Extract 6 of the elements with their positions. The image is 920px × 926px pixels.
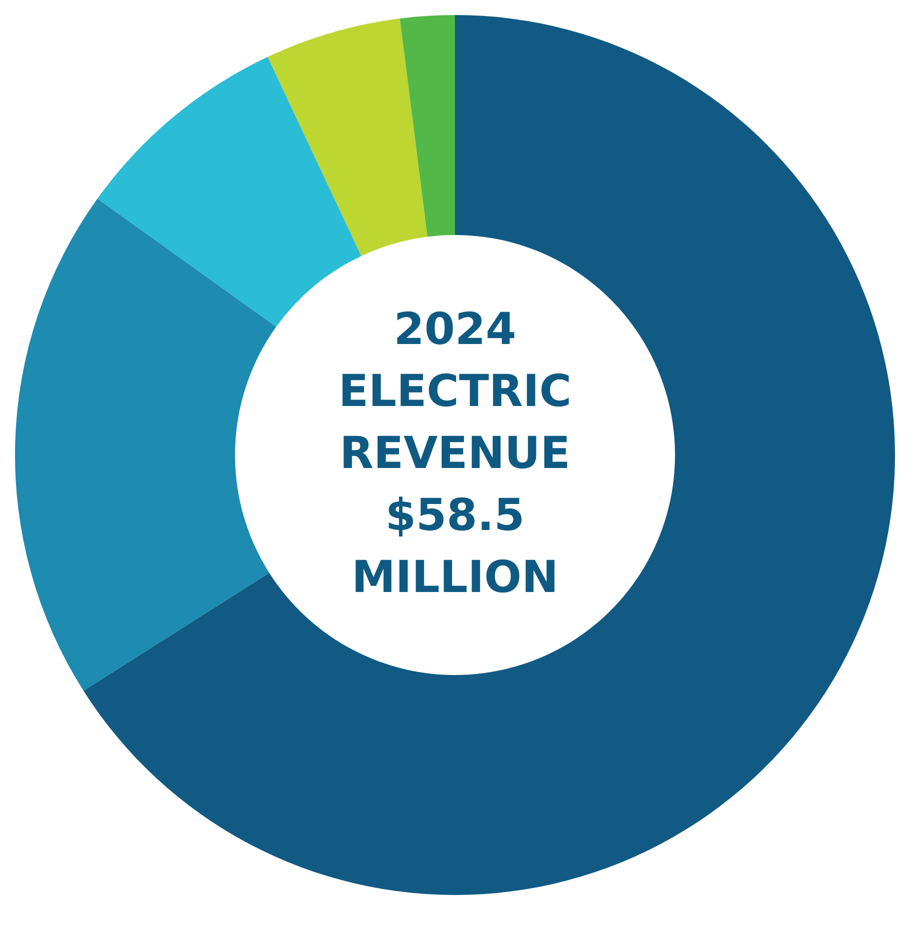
text: 2024 ELECTRIC REVENUE $58.5 MILLION: [338, 304, 572, 603]
donut-slice: [400, 15, 455, 237]
donut-slice: [15, 198, 276, 691]
donut-slice: [268, 18, 428, 256]
donut-slice: [97, 56, 362, 327]
donut-slice: [83, 15, 895, 895]
